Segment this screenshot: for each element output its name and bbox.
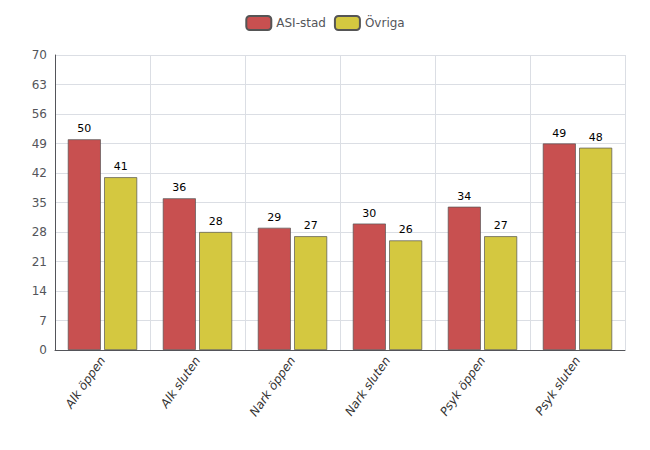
- svg-text:27: 27: [494, 219, 508, 232]
- svg-text:34: 34: [457, 190, 471, 203]
- svg-text:29: 29: [267, 211, 281, 224]
- svg-text:63: 63: [32, 78, 47, 92]
- svg-text:14: 14: [32, 284, 47, 298]
- svg-text:Psyk sluten: Psyk sluten: [533, 354, 584, 418]
- svg-text:Nark sluten: Nark sluten: [342, 354, 393, 418]
- svg-text:48: 48: [589, 131, 603, 144]
- svg-text:36: 36: [172, 181, 186, 194]
- svg-text:49: 49: [552, 127, 566, 140]
- svg-text:Alk sluten: Alk sluten: [157, 354, 203, 411]
- svg-text:Övriga: Övriga: [365, 14, 405, 30]
- svg-text:Psyk öppen: Psyk öppen: [437, 354, 488, 418]
- svg-text:0: 0: [39, 343, 47, 357]
- svg-text:27: 27: [304, 219, 318, 232]
- svg-text:35: 35: [32, 196, 47, 210]
- svg-text:49: 49: [32, 137, 47, 151]
- svg-text:26: 26: [399, 223, 413, 236]
- svg-text:41: 41: [114, 160, 128, 173]
- svg-text:30: 30: [362, 207, 376, 220]
- svg-text:70: 70: [32, 48, 47, 62]
- svg-text:42: 42: [32, 166, 47, 180]
- svg-text:56: 56: [32, 107, 47, 121]
- svg-text:7: 7: [39, 314, 47, 328]
- svg-text:28: 28: [32, 225, 47, 239]
- svg-text:Nark öppen: Nark öppen: [247, 354, 298, 419]
- svg-text:ASI-stad: ASI-stad: [276, 16, 326, 30]
- svg-text:28: 28: [209, 215, 223, 228]
- svg-text:50: 50: [77, 122, 91, 135]
- svg-text:Alk öppen: Alk öppen: [62, 354, 108, 412]
- svg-text:21: 21: [32, 255, 47, 269]
